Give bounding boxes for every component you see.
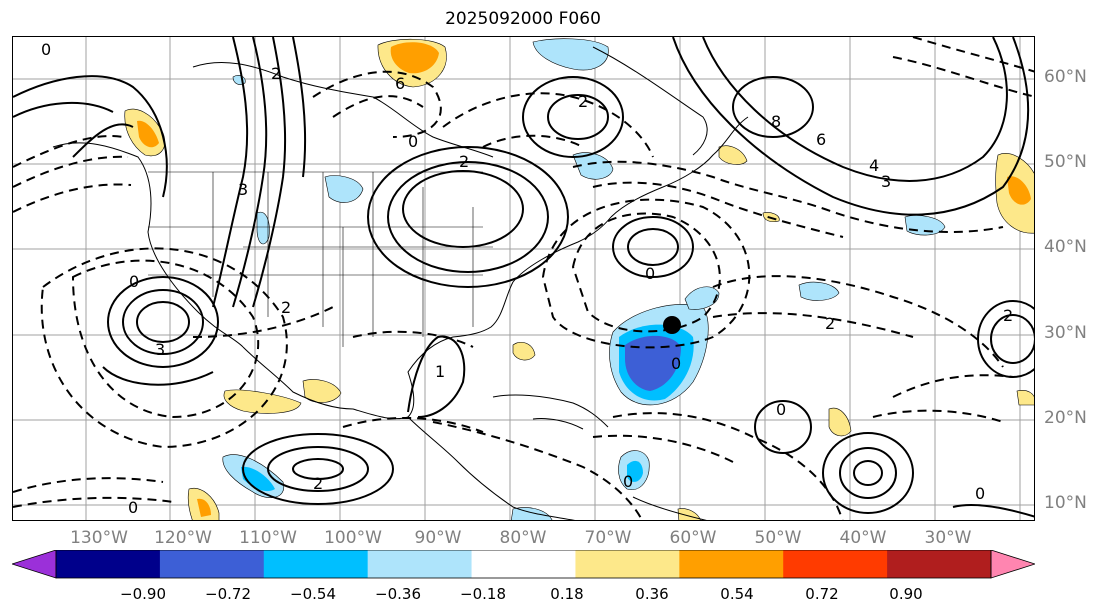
contour-labels: 0 6 2 2 3 0 2 2 6 8 4 3 3 2 0 2 0 0 2 0 …: [41, 40, 1013, 517]
contour-label: 2: [825, 314, 835, 333]
contour-label: 0: [671, 354, 681, 373]
colorbar: [12, 550, 1035, 579]
lat-label: 60°N: [1044, 67, 1087, 87]
lon-label: 80°W: [499, 528, 547, 548]
contour-label: 6: [395, 74, 405, 93]
map-canvas: 0 6 2 2 3 0 2 2 6 8 4 3 3 2 0 2 0 0 2 0 …: [13, 37, 1034, 520]
contour-label: 3: [238, 180, 248, 199]
colorbar-cell: [56, 550, 161, 578]
colorbar-cell: [263, 550, 369, 578]
lat-label: 30°N: [1044, 323, 1087, 343]
contour-label: 0: [975, 484, 985, 503]
lat-label: 10°N: [1044, 493, 1087, 513]
contour-label: 0: [645, 264, 655, 283]
colorbar-frame: [55, 550, 992, 579]
lon-label: 110°W: [239, 528, 297, 548]
anomaly-fill: [124, 38, 1034, 520]
colorbar-tick-label: 0.72: [805, 585, 839, 603]
colorbar-cell: [575, 550, 680, 578]
colorbar-tick-label: 0.54: [720, 585, 754, 603]
contour-label: 2: [1003, 306, 1013, 325]
colorbar-cell: [783, 550, 888, 578]
colorbar-cell: [367, 550, 473, 578]
contour-label: 4: [869, 156, 879, 175]
colorbar-cell: [887, 550, 992, 578]
lon-label: 70°W: [584, 528, 632, 548]
contour-label: 0: [408, 132, 418, 151]
colorbar-tick-label: −0.90: [120, 585, 166, 603]
contour-label: 8: [771, 112, 781, 131]
contour-label: 0: [129, 272, 139, 291]
map-panel: 0 6 2 2 3 0 2 2 6 8 4 3 3 2 0 2 0 0 2 0 …: [12, 36, 1035, 521]
colorbar-extend-low: [12, 550, 57, 579]
lon-label: 120°W: [154, 528, 212, 548]
state-borders: [148, 171, 493, 347]
lon-label: 100°W: [324, 528, 382, 548]
contour-label: 0: [41, 40, 51, 59]
colorbar-tick-label: −0.72: [205, 585, 251, 603]
contour-label: 2: [578, 92, 588, 111]
storm-center-dot: [663, 316, 681, 334]
contour-label: 2: [313, 474, 323, 493]
colorbar-tick-label: 0.18: [550, 585, 584, 603]
colorbar-extend-high: [990, 550, 1035, 579]
contour-label: 0: [128, 498, 138, 517]
map-title: 2025092000 F060: [445, 9, 601, 29]
lon-label: 50°W: [754, 528, 802, 548]
colorbar-cell: [679, 550, 784, 578]
lon-label: 30°W: [924, 528, 972, 548]
lon-label: 130°W: [70, 528, 128, 548]
lat-label: 20°N: [1044, 408, 1087, 428]
colorbar-cell: [471, 550, 576, 578]
lat-label: 40°N: [1044, 237, 1087, 257]
colorbar-tick-label: −0.18: [460, 585, 506, 603]
dashed-contours: [13, 37, 1034, 520]
lat-label: 50°N: [1044, 152, 1087, 172]
graticule: [13, 37, 1034, 520]
contour-label: 2: [281, 298, 291, 317]
contour-label: 6: [816, 130, 826, 149]
contour-label: 1: [435, 362, 445, 381]
colorbar-tick-label: 0.90: [889, 585, 923, 603]
colorbar-tick-label: 0.36: [635, 585, 669, 603]
contour-label: 0: [623, 472, 633, 491]
lon-label: 40°W: [839, 528, 887, 548]
colorbar-tick-label: −0.54: [290, 585, 336, 603]
contour-label: 2: [271, 64, 281, 83]
colorbar-tick-label: −0.36: [375, 585, 421, 603]
lon-label: 60°W: [669, 528, 717, 548]
contour-label: 0: [776, 400, 786, 419]
contour-label: 2: [459, 152, 469, 171]
colorbar-cells: [12, 550, 1035, 579]
contour-label: 3: [881, 172, 891, 191]
contour-label: 3: [155, 340, 165, 359]
lon-label: 90°W: [414, 528, 462, 548]
colorbar-cell: [159, 550, 265, 578]
